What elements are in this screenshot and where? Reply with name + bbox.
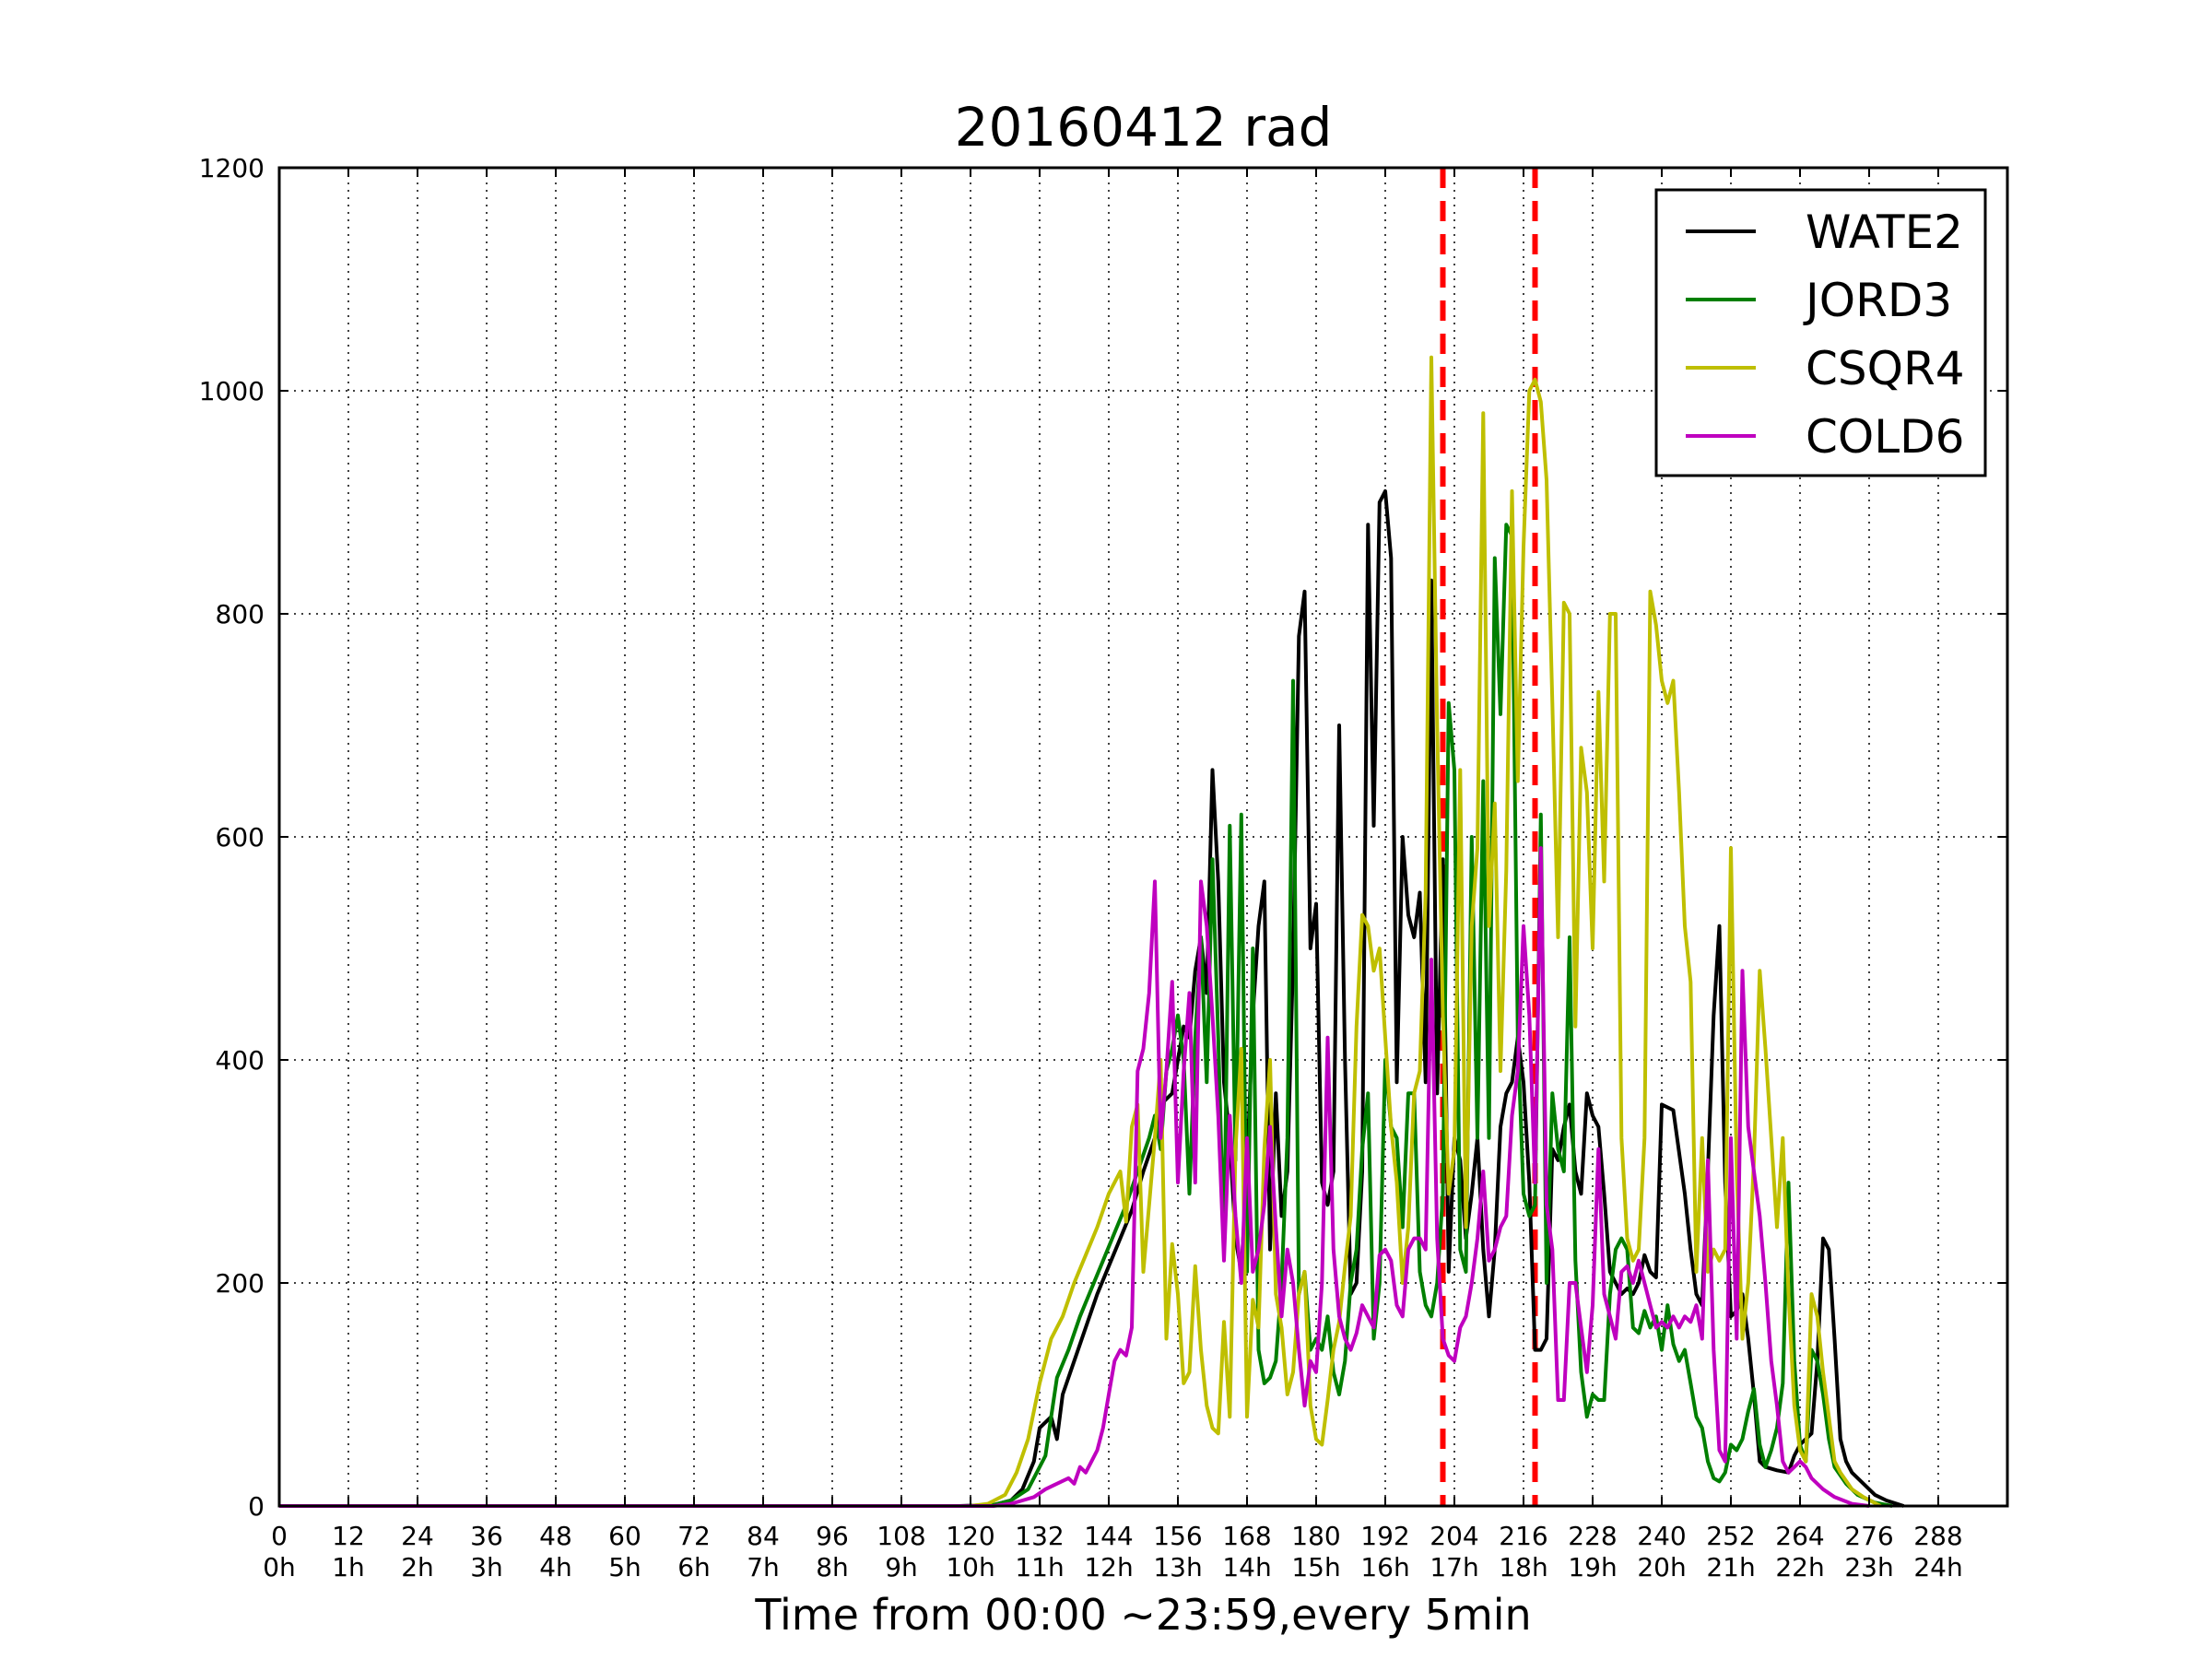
x-tick-label: 108	[877, 1521, 925, 1551]
x-tick-label-hour: 22h	[1775, 1552, 1824, 1583]
legend-box	[1654, 188, 1987, 477]
x-tick-label-hour: 5h	[608, 1552, 641, 1583]
legend: WATE2 JORD3 CSQR4 COLD6	[1654, 188, 1987, 477]
y-tick-label: 0	[248, 1491, 265, 1522]
x-tick-label-hour: 10h	[946, 1552, 994, 1583]
x-tick-label: 168	[1222, 1521, 1271, 1551]
x-tick-label: 96	[816, 1521, 849, 1551]
ticks: 00h121h242h363h484h605h726h847h968h1089h…	[199, 153, 2007, 1583]
x-tick-label-hour: 18h	[1499, 1552, 1547, 1583]
series-line-cold6	[279, 846, 1870, 1508]
x-tick-label: 36	[470, 1521, 503, 1551]
x-tick-label: 132	[1015, 1521, 1064, 1551]
x-tick-label-hour: 15h	[1291, 1552, 1340, 1583]
x-tick-label-hour: 20h	[1637, 1552, 1686, 1583]
x-tick-label: 204	[1430, 1521, 1478, 1551]
y-tick-label: 600	[216, 822, 265, 853]
x-tick-label: 24	[401, 1521, 434, 1551]
y-tick-label: 1200	[199, 153, 265, 183]
x-tick-label: 228	[1568, 1521, 1617, 1551]
legend-label: CSQR4	[1806, 342, 1965, 395]
x-tick-label: 216	[1499, 1521, 1547, 1551]
x-tick-label-hour: 12h	[1084, 1552, 1133, 1583]
x-tick-label-hour: 11h	[1015, 1552, 1064, 1583]
x-tick-label-hour: 4h	[539, 1552, 572, 1583]
x-tick-label-hour: 6h	[677, 1552, 711, 1583]
x-tick-label-hour: 9h	[885, 1552, 918, 1583]
x-tick-label: 72	[677, 1521, 711, 1551]
x-tick-label: 264	[1775, 1521, 1824, 1551]
x-tick-label-hour: 13h	[1153, 1552, 1202, 1583]
x-tick-label: 12	[332, 1521, 365, 1551]
x-tick-label: 60	[608, 1521, 641, 1551]
x-tick-label: 0	[271, 1521, 288, 1551]
x-axis-label: Time from 00:00 ~23:59,every 5min	[754, 1590, 1531, 1640]
x-tick-label-hour: 3h	[470, 1552, 503, 1583]
x-tick-label: 84	[747, 1521, 780, 1551]
x-tick-label: 192	[1360, 1521, 1409, 1551]
x-tick-label: 180	[1291, 1521, 1340, 1551]
legend-label: JORD3	[1803, 274, 1952, 327]
legend-label: COLD6	[1806, 410, 1964, 464]
x-tick-label: 252	[1706, 1521, 1755, 1551]
x-tick-label: 48	[539, 1521, 572, 1551]
x-tick-label: 288	[1913, 1521, 1962, 1551]
legend-label: WATE2	[1806, 206, 1963, 259]
x-tick-label-hour: 14h	[1222, 1552, 1271, 1583]
x-tick-label-hour: 1h	[332, 1552, 365, 1583]
chart-title: 20160412 rad	[955, 96, 1333, 159]
x-tick-label: 156	[1153, 1521, 1202, 1551]
series-line-csqr4	[279, 355, 1882, 1508]
x-tick-label: 240	[1637, 1521, 1686, 1551]
x-tick-label: 276	[1844, 1521, 1893, 1551]
x-tick-label-hour: 16h	[1360, 1552, 1409, 1583]
y-tick-label: 800	[216, 599, 265, 629]
y-tick-label: 200	[216, 1268, 265, 1299]
x-tick-label-hour: 8h	[816, 1552, 849, 1583]
series-lines	[279, 355, 1905, 1508]
x-tick-label-hour: 2h	[401, 1552, 434, 1583]
x-tick-label: 120	[946, 1521, 994, 1551]
x-tick-label-hour: 0h	[263, 1552, 296, 1583]
x-tick-label: 144	[1084, 1521, 1133, 1551]
grid	[279, 168, 2007, 1506]
x-tick-label-hour: 24h	[1913, 1552, 1962, 1583]
y-tick-label: 1000	[199, 376, 265, 406]
x-tick-label-hour: 21h	[1706, 1552, 1755, 1583]
x-tick-label-hour: 23h	[1844, 1552, 1893, 1583]
reference-lines	[1440, 168, 1538, 1506]
series-line-jord3	[279, 523, 1893, 1508]
x-tick-label-hour: 7h	[747, 1552, 780, 1583]
x-tick-label-hour: 17h	[1430, 1552, 1478, 1583]
x-tick-label-hour: 19h	[1568, 1552, 1617, 1583]
y-tick-label: 400	[216, 1045, 265, 1076]
